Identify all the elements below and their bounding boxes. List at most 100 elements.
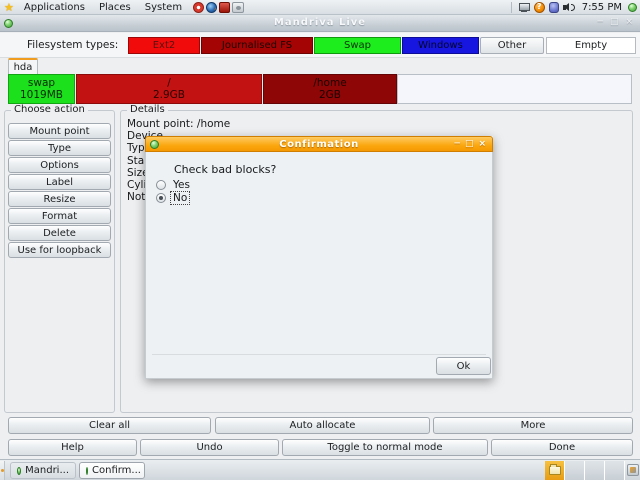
tray-separator [510, 1, 512, 13]
dialog-separator [152, 354, 486, 355]
delete-button[interactable]: Delete [8, 225, 111, 241]
dialog-titlebar: Confirmation ─ □ × [145, 136, 493, 152]
choose-action-title: Choose action [11, 104, 88, 115]
help-button[interactable]: Help [8, 439, 137, 456]
monitor-app-icon[interactable] [232, 1, 245, 13]
partition-size: 2GB [318, 89, 342, 101]
window-controls: ─ □ × [598, 17, 633, 27]
done-button[interactable]: Done [491, 439, 633, 456]
menu-places[interactable]: Places [98, 1, 131, 13]
legend-empty: Empty [546, 37, 636, 54]
dialog-title: Confirmation [279, 139, 359, 150]
task-confirmation[interactable]: Confirm... [79, 462, 145, 479]
radio-option-no[interactable]: No [156, 191, 191, 205]
update-status-icon[interactable] [628, 2, 637, 12]
taskbar: Mandri... Confirm... [0, 459, 640, 480]
maximize-icon[interactable]: □ [609, 17, 619, 27]
format-button[interactable]: Format [8, 208, 111, 224]
filesystem-types-label: Filesystem types: [27, 39, 119, 51]
help-lifebuoy-icon[interactable] [193, 1, 205, 13]
radio-option-yes[interactable]: Yes [156, 179, 192, 191]
legend-journalised-fs: Journalised FS [201, 37, 313, 54]
task-mandriva[interactable]: Mandri... [10, 462, 76, 479]
undo-button[interactable]: Undo [140, 439, 279, 456]
task-window-icon [86, 466, 88, 475]
partition-size: 1019MB [20, 89, 63, 101]
task-window-icon [17, 466, 22, 475]
top-menubar: ★ Applications Places System ? 7:55 PM [0, 0, 640, 15]
quick-launch-icons [193, 1, 245, 13]
type-button[interactable]: Type [8, 140, 111, 156]
dialog-maximize-icon[interactable]: □ [464, 139, 474, 149]
partition-name: / [167, 77, 171, 89]
dialog-minimize-icon[interactable]: ─ [454, 139, 460, 149]
legend-swap: Swap [314, 37, 401, 54]
use-for-loopback-button[interactable]: Use for loopback [8, 242, 111, 258]
filesystem-legend-row: Filesystem types: Ext2 Journalised FS Sw… [0, 33, 640, 58]
legend-other: Other [480, 37, 544, 54]
dialog-controls: ─ □ × [455, 139, 486, 149]
panel-hide-handle[interactable] [0, 461, 5, 480]
pager-cell[interactable] [565, 461, 585, 480]
close-icon[interactable]: × [625, 17, 633, 27]
task-label: Mandri... [25, 465, 69, 476]
legend-windows: Windows [402, 37, 479, 54]
detail-mount-point: Mount point: /home [127, 118, 231, 130]
options-button[interactable]: Options [8, 157, 111, 173]
choose-action-group: Choose action Mount point Type Options L… [4, 104, 115, 413]
dialog-close-icon[interactable]: × [478, 139, 486, 149]
toggle-normal-mode-button[interactable]: Toggle to normal mode [282, 439, 488, 456]
details-group: Details Mount point: /home Device Type: … [120, 104, 633, 413]
details-title: Details [127, 104, 168, 115]
partition-name: swap [27, 77, 56, 89]
notification-icon[interactable] [548, 1, 559, 13]
mount-point-button[interactable]: Mount point [8, 123, 111, 139]
resize-button[interactable]: Resize [8, 191, 111, 207]
dialog-window-icon[interactable] [150, 140, 159, 149]
clear-all-button[interactable]: Clear all [8, 417, 211, 434]
panel-applet-icon[interactable] [627, 464, 639, 476]
partition-swap[interactable]: swap 1019MB [8, 74, 75, 104]
window-icon[interactable] [4, 19, 13, 28]
ok-button[interactable]: Ok [436, 357, 491, 375]
firefox-icon[interactable] [206, 1, 218, 13]
red-app-icon[interactable] [219, 1, 231, 13]
pager-cell[interactable] [605, 461, 625, 480]
main-window-titlebar: Mandriva Live ─ □ × [0, 15, 640, 32]
clock[interactable]: 7:55 PM [581, 1, 622, 13]
network-icon[interactable] [518, 2, 530, 12]
sound-wave-icon [570, 3, 575, 11]
radio-yes-icon[interactable] [156, 180, 166, 190]
legend-ext2: Ext2 [128, 37, 200, 54]
menu-launcher-star-icon[interactable]: ★ [4, 0, 14, 14]
partition-home[interactable]: /home 2GB [263, 74, 397, 104]
auto-allocate-button[interactable]: Auto allocate [215, 417, 430, 434]
window-title: Mandriva Live [273, 17, 367, 28]
workspace-pager [545, 461, 625, 480]
radio-no-label[interactable]: No [169, 191, 191, 205]
label-button[interactable]: Label [8, 174, 111, 190]
menu-system[interactable]: System [144, 1, 183, 13]
confirmation-dialog: Confirmation ─ □ × Check bad blocks? Yes… [145, 136, 493, 379]
dialog-body: Check bad blocks? Yes No Ok [145, 152, 493, 379]
radio-no-icon[interactable] [156, 193, 166, 203]
system-tray: ? 7:55 PM [510, 1, 640, 13]
more-button[interactable]: More [433, 417, 633, 434]
radio-yes-label[interactable]: Yes [173, 179, 190, 191]
task-label: Confirm... [92, 465, 141, 476]
pager-cell-active[interactable] [545, 461, 565, 480]
volume-icon[interactable] [562, 2, 576, 13]
help-question-icon[interactable]: ? [533, 1, 545, 13]
pager-cell[interactable] [585, 461, 605, 480]
action-buttons: Mount point Type Options Label Resize Fo… [8, 123, 111, 258]
tab-hda[interactable]: hda [8, 58, 38, 74]
folder-icon [549, 464, 561, 475]
partition-empty[interactable] [397, 74, 632, 104]
partition-size: 2.9GB [152, 89, 186, 101]
partition-name: /home [313, 77, 347, 89]
dialog-message: Check bad blocks? [174, 163, 277, 176]
menu-applications[interactable]: Applications [23, 1, 85, 13]
partition-root[interactable]: / 2.9GB [76, 74, 262, 104]
minimize-icon[interactable]: ─ [597, 17, 603, 27]
